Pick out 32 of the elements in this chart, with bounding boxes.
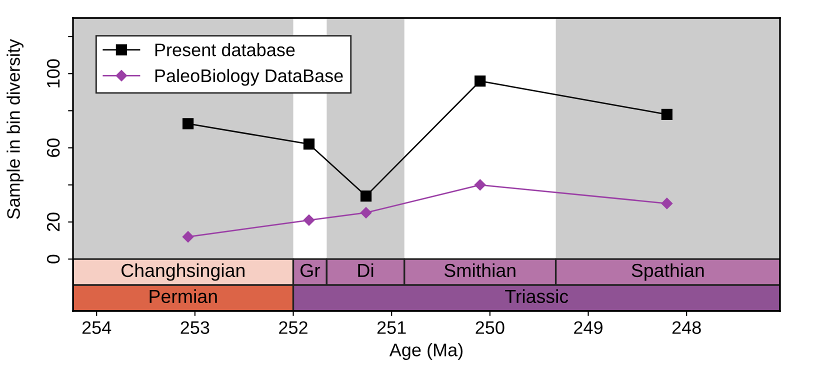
y-tick-label: 100 xyxy=(46,59,60,88)
point xyxy=(182,231,194,242)
band-label: Gr xyxy=(300,264,320,278)
x-tick-label: 249 xyxy=(574,321,602,334)
y-tick-label: 20 xyxy=(46,212,60,232)
band-label: Triassic xyxy=(505,289,568,304)
y-tick-label: 0 xyxy=(46,254,60,264)
x-tick-label: 248 xyxy=(672,321,701,334)
x-tick-label: 251 xyxy=(377,321,406,334)
point xyxy=(474,179,486,191)
x-tick-label: 250 xyxy=(476,321,504,334)
band-label: Smithian xyxy=(444,263,516,278)
point xyxy=(182,118,194,130)
x-tick-label: 253 xyxy=(180,321,210,334)
band-label: Permian xyxy=(150,289,217,304)
point xyxy=(360,207,372,218)
band-label: Di xyxy=(358,263,374,277)
band-label: Changhsingian xyxy=(122,263,244,281)
y-tick-label: 60 xyxy=(46,138,60,157)
y-axis-title: Sample in bin diversity xyxy=(6,39,24,219)
point xyxy=(360,190,372,202)
x-axis-title: Age (Ma) xyxy=(389,343,463,360)
point xyxy=(303,214,315,226)
x-tick-label: 254 xyxy=(82,321,112,334)
x-tick-label: 252 xyxy=(279,321,308,334)
point xyxy=(661,198,673,210)
legend-label: PaleoBiology DataBase xyxy=(155,68,343,86)
legend-label: Present database xyxy=(155,43,295,56)
point xyxy=(303,138,315,150)
band-label: Spathian xyxy=(632,263,704,281)
point xyxy=(661,108,672,120)
point xyxy=(474,75,486,87)
